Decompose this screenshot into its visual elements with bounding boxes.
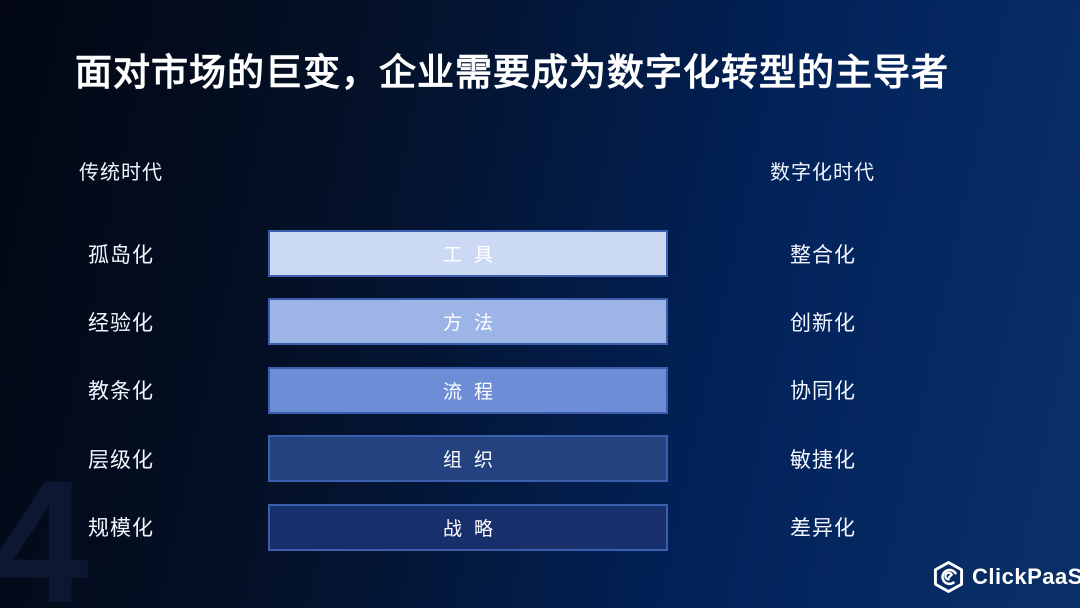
era-header-digital: 数字化时代 <box>770 162 875 184</box>
table-row: 层级化 组织 敏捷化 <box>0 435 1080 483</box>
dimension-bar-label: 战略 <box>442 517 505 540</box>
traditional-label: 孤岛化 <box>88 243 154 267</box>
digital-label: 差异化 <box>790 517 856 541</box>
table-row: 孤岛化 工具 整合化 <box>0 230 1080 277</box>
dimension-bar: 工具 <box>268 230 668 277</box>
page-number-watermark: 04 <box>0 445 89 608</box>
table-row: 教条化 流程 协同化 <box>0 366 1080 414</box>
digital-label: 敏捷化 <box>790 448 856 472</box>
slide-title: 面对市场的巨变，企业需要成为数字化转型的主导者 <box>75 52 949 93</box>
traditional-label: 教条化 <box>88 380 154 404</box>
digital-label: 协同化 <box>790 380 856 404</box>
logo-text: ClickPaaS <box>972 564 1080 589</box>
traditional-label: 层级化 <box>88 448 154 472</box>
dimension-bar: 组织 <box>268 435 668 483</box>
dimension-bar: 战略 <box>268 503 668 551</box>
table-row: 规模化 战略 差异化 <box>0 503 1080 551</box>
traditional-label: 经验化 <box>88 311 154 335</box>
table-row: 经验化 方法 创新化 <box>0 298 1080 346</box>
hexagon-spiral-icon <box>933 560 964 594</box>
dimension-bar: 方法 <box>268 298 668 346</box>
digital-label: 创新化 <box>790 311 856 335</box>
dimension-bar-label: 方法 <box>442 312 505 335</box>
dimension-bar: 流程 <box>268 366 668 414</box>
traditional-label: 规模化 <box>88 517 154 541</box>
digital-label: 整合化 <box>790 243 856 267</box>
dimension-bar-label: 工具 <box>442 244 505 266</box>
dimension-bar-label: 流程 <box>442 380 505 403</box>
clickpaas-logo: ClickPaaS <box>933 560 1080 594</box>
transformation-rows: 孤岛化 工具 整合化 经验化 方法 创新化 教条化 流程 协同化 层级化 组织 <box>0 230 1080 572</box>
era-header-traditional: 传统时代 <box>79 162 163 184</box>
dimension-bar-label: 组织 <box>442 449 505 472</box>
